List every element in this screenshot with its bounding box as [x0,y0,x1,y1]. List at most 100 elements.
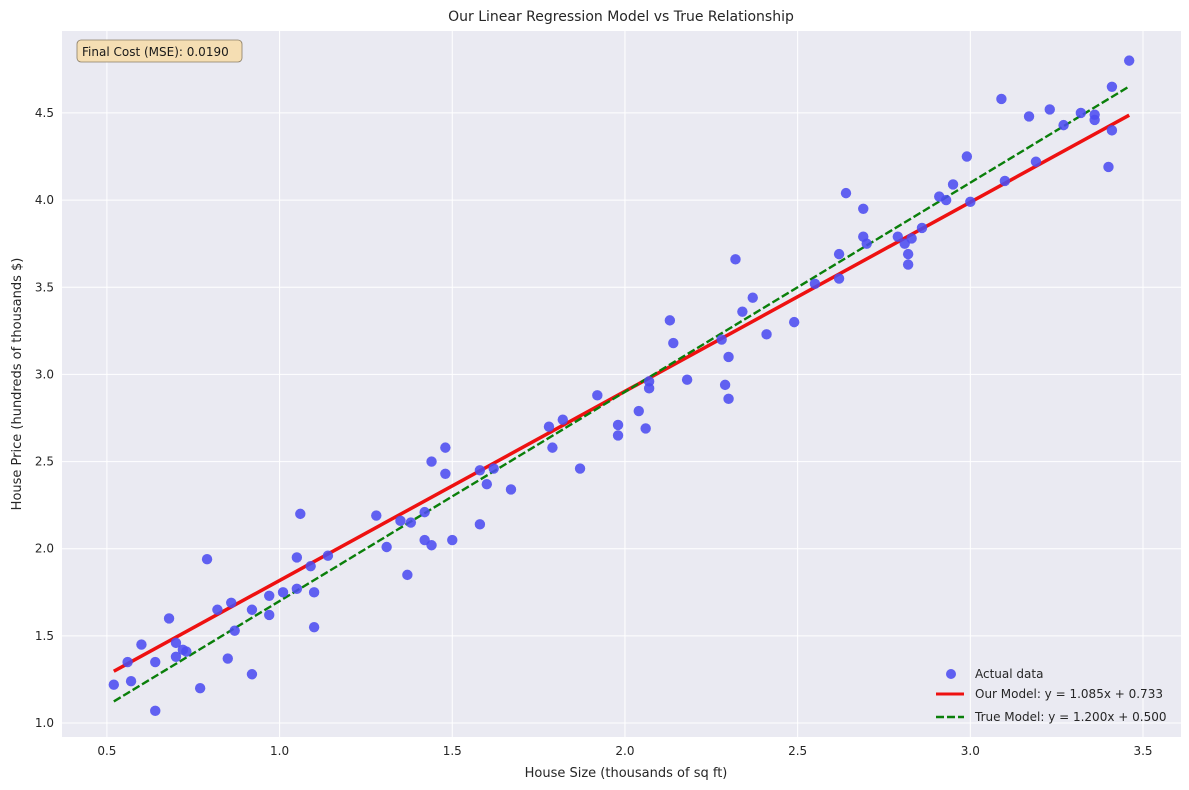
data-point [906,233,917,244]
data-point [295,508,306,520]
legend-label-actual-data: Actual data [975,667,1043,681]
data-point [965,196,976,208]
data-point [402,569,413,581]
data-point [916,222,928,234]
data-point [788,316,800,328]
our-model-line [112,113,1131,673]
data-point [999,175,1011,187]
data-point [264,609,275,621]
data-point [405,517,417,528]
data-point [474,519,486,530]
data-point [592,390,603,401]
x-tick-label: 0.5 [97,744,116,758]
data-point [723,393,734,405]
data-point [947,179,959,190]
data-point [633,405,644,417]
regression-lines [112,85,1131,703]
annotation-background [76,39,243,63]
data-point [305,560,316,572]
data-point [902,248,914,260]
y-tick-label: 4.5 [35,106,54,120]
data-point [723,351,734,363]
data-point [440,468,451,479]
y-axis-ticks: 1.0 1.5 2.0 2.5 3.0 3.5 4.0 4.5 [35,106,54,730]
data-point [505,484,517,495]
data-point [940,194,952,206]
data-point [961,151,973,162]
annotation-box: Final Cost (MSE): 0.0190 [76,39,243,63]
annotation-text: Final Cost (MSE): 0.0190 [82,45,229,59]
data-point [1103,161,1114,173]
x-tick-label: 1.5 [443,744,462,758]
data-point [1106,81,1118,92]
scatter-points [108,55,1135,717]
data-point [212,604,223,615]
data-point [833,248,845,260]
data-point [246,604,258,615]
data-point [371,510,382,521]
data-point [488,463,499,474]
data-point [643,383,655,394]
y-axis-label: House Price (hundreds of thousands $) [10,258,25,511]
data-point [612,419,624,431]
data-point [730,254,741,265]
y-tick-label: 1.5 [35,629,54,643]
data-point [246,669,258,680]
data-point [125,676,137,687]
legend-marker-actual-data [946,669,956,679]
data-point [194,682,206,694]
data-point [291,583,303,595]
data-point [108,679,120,690]
data-point [222,653,233,664]
data-point [201,553,213,565]
y-tick-label: 3.0 [35,367,54,381]
data-point [381,541,392,553]
data-point [170,651,182,663]
x-tick-label: 3.5 [1133,744,1152,758]
data-point [574,463,586,474]
data-point [737,306,748,317]
data-point [181,646,192,657]
data-point [858,203,869,215]
data-point [719,379,731,391]
data-point [229,625,240,636]
data-point [668,337,679,349]
grid [62,31,1181,737]
data-point [996,93,1007,105]
y-tick-label: 2.5 [35,455,54,469]
data-point [474,465,486,476]
x-axis-ticks: 0.5 1.0 1.5 2.0 2.5 3.0 3.5 [97,744,1152,758]
data-point [150,705,161,717]
data-point [664,315,676,326]
data-point [1023,111,1035,122]
data-point [419,506,430,518]
data-point [1106,125,1118,136]
data-point [163,613,175,624]
data-point [892,231,903,242]
data-point [1123,55,1135,66]
data-point [557,414,568,425]
data-point [277,587,289,598]
data-point [150,656,161,668]
y-tick-label: 1.0 [35,716,54,730]
data-point [426,540,437,551]
data-point [308,621,320,633]
data-point [761,329,772,340]
data-point [122,656,133,668]
data-point [1058,119,1069,131]
legend-label-our-model: Our Model: y = 1.085x + 0.733 [975,687,1163,701]
data-point [481,479,493,490]
data-point [1030,156,1042,167]
data-point [136,639,147,650]
data-point [440,442,451,453]
data-point [640,423,651,434]
x-tick-label: 3.0 [961,744,980,758]
data-point [681,374,693,385]
x-tick-label: 2.0 [615,744,634,758]
data-point [612,430,624,441]
y-tick-label: 3.5 [35,280,54,294]
data-point [840,187,852,199]
data-point [547,442,558,453]
data-point [322,550,334,561]
data-point [1089,114,1100,126]
